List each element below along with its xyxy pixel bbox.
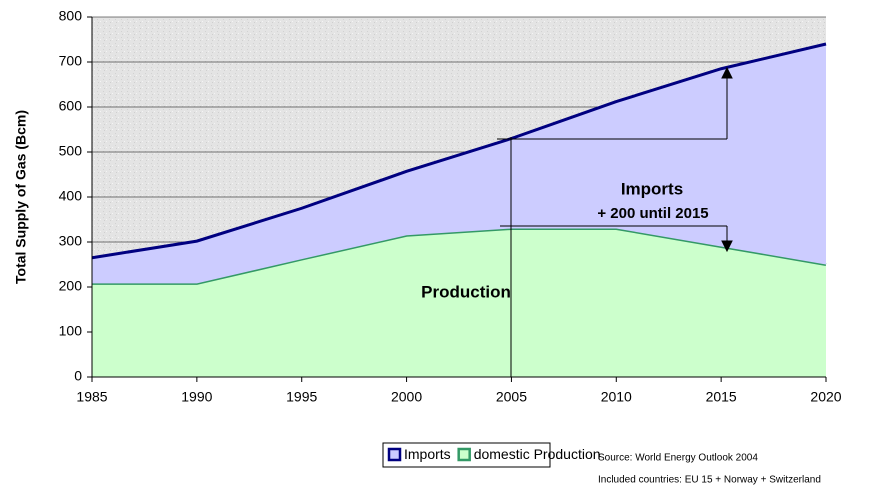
legend-swatch [457, 447, 471, 462]
y-tick-label: 800 [59, 8, 83, 24]
legend: Imports domestic Production [387, 446, 601, 462]
x-tick-label: 2005 [496, 389, 527, 405]
y-axis-label: Total Supply of Gas (Bcm) [13, 110, 29, 284]
annotation-lines [497, 66, 733, 377]
y-tick-label: 0 [74, 368, 82, 384]
area [92, 44, 826, 284]
area-edge [91, 42, 827, 260]
areas [91, 42, 827, 377]
x-tick-label: 1995 [286, 389, 317, 405]
x-tick-label: 2010 [601, 389, 632, 405]
arrow-head [721, 240, 733, 253]
x-tick-label: 2020 [810, 389, 841, 405]
legend-swatch [387, 447, 402, 462]
y-tick-label: 100 [59, 323, 83, 339]
x-tick-label: 1985 [76, 389, 107, 405]
x-tick-label: 2000 [391, 389, 422, 405]
annotation: Production [421, 282, 511, 301]
y-tick-label: 200 [59, 278, 83, 294]
y-tick-label: 700 [59, 53, 83, 69]
legend-label: Imports [404, 446, 451, 462]
y-tick-label: 400 [59, 188, 83, 204]
y-tick-label: 500 [59, 143, 83, 159]
legend-label: domestic Production [474, 446, 601, 462]
x-tick-label: 1990 [181, 389, 212, 405]
y-tick-label: 300 [59, 233, 83, 249]
y-tick-label: 600 [59, 98, 83, 114]
arrow-head [721, 66, 733, 79]
annotation: Imports [621, 179, 683, 198]
note: Included countries: EU 15 + Norway + Swi… [598, 475, 821, 486]
source: Source: World Energy Outlook 2004 [598, 453, 758, 464]
annotation: + 200 until 2015 [597, 205, 708, 222]
x-tick-label: 2015 [706, 389, 737, 405]
